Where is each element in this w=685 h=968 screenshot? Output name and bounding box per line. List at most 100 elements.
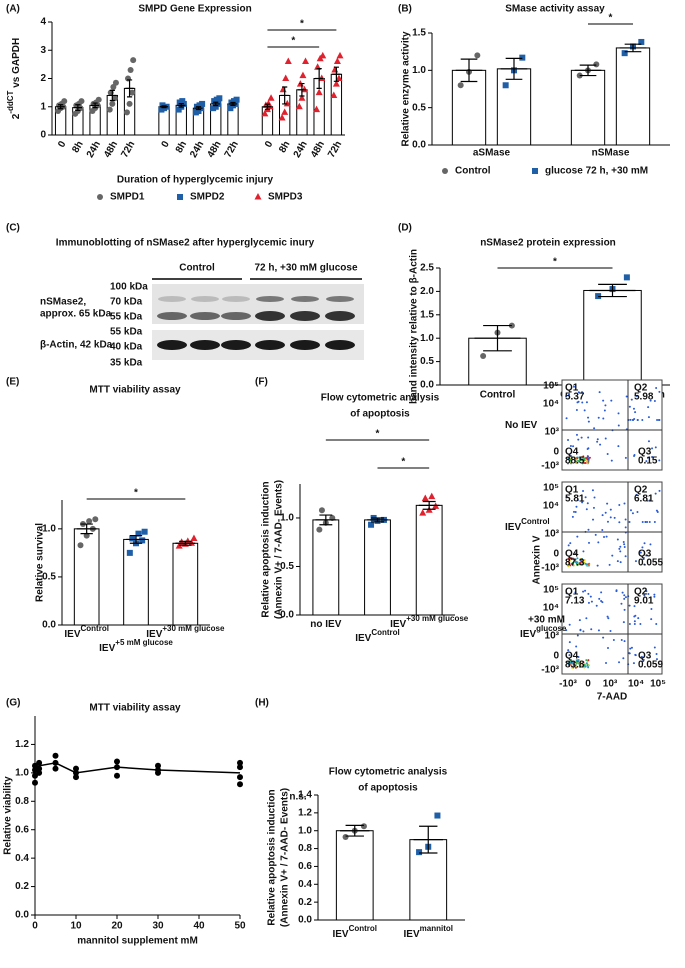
event-dot: [597, 416, 600, 419]
event-dot: [621, 591, 624, 594]
data-point: [78, 98, 85, 105]
event-dot: [634, 654, 637, 657]
x-tick-label: 48h: [102, 139, 120, 159]
event-dot: [658, 459, 661, 462]
x-axis-label: mannitol supplement mM: [77, 936, 198, 947]
data-point: [111, 95, 118, 102]
flow-y-tick-label: 10⁴: [543, 501, 559, 512]
blot-band: [255, 311, 285, 321]
event-dot: [596, 564, 599, 567]
event-dot: [593, 427, 596, 430]
y-tick-label: 0.0: [42, 620, 56, 631]
error-bar: [574, 64, 602, 77]
error-bar: [108, 89, 117, 102]
event-dot: [632, 407, 635, 410]
event-dot: [576, 557, 579, 560]
blot-band: [190, 340, 220, 350]
bar: [570, 69, 606, 146]
quadrant-label: Q3: [638, 549, 652, 560]
event-dot: [587, 528, 590, 531]
data-point: [237, 781, 243, 788]
panel-label: (E): [6, 377, 19, 388]
quadrant-label: Q3: [638, 447, 652, 458]
y-axis-label: 2-ddCT vs GAPDH: [6, 38, 22, 119]
event-dot: [654, 492, 657, 495]
event-dot: [587, 447, 590, 450]
event-dot: [580, 563, 583, 566]
data-point: [284, 57, 292, 65]
data-point: [335, 74, 343, 81]
legend-label: SMPD3: [268, 192, 303, 203]
event-dot: [574, 511, 577, 514]
event-dot: [567, 564, 570, 567]
x-tick-label: IEV+30 mM glucose: [390, 614, 469, 630]
event-dot: [639, 623, 642, 625]
event-dot: [582, 550, 585, 553]
legend-marker: [532, 168, 538, 174]
x-tick-label-base: IEV: [99, 643, 115, 654]
event-dot: [583, 458, 586, 461]
event-dot: [587, 666, 590, 669]
blot-band: [221, 312, 251, 320]
x-tick-label-base: IEV: [404, 929, 420, 940]
flow-y-tick-label: 10⁵: [543, 381, 559, 392]
x-tick-label: 24h: [188, 139, 206, 159]
y-tick-label: 1.0: [15, 767, 29, 778]
event-dot: [588, 541, 591, 544]
data-point: [106, 106, 113, 113]
event-dot: [580, 662, 583, 665]
event-dot: [635, 394, 638, 397]
event-dot: [594, 533, 597, 536]
y-tick-label: 0.5: [420, 356, 434, 367]
event-dot: [606, 453, 609, 456]
x-tick-label: 0: [263, 139, 276, 150]
flow-y-tick-label: 0: [553, 549, 559, 560]
event-dot: [610, 459, 613, 462]
bar: [172, 542, 199, 626]
event-dot: [586, 502, 589, 505]
flow-y-tick-label: 10⁵: [543, 585, 559, 596]
event-dot: [586, 455, 589, 458]
data-point: [316, 526, 323, 533]
blot-band: [256, 296, 284, 302]
flow-row-label-sup: glucose: [536, 624, 567, 633]
y-tick-label: 0: [40, 130, 46, 141]
quadrant-value: 0.055: [638, 558, 663, 569]
error-bar: [73, 104, 82, 112]
event-dot: [633, 623, 636, 625]
data-point: [360, 823, 367, 830]
data-point: [155, 767, 161, 774]
event-dot: [575, 660, 578, 663]
y-tick-label: 1.0: [280, 513, 294, 524]
x-tick-label: 72h: [326, 139, 344, 159]
event-dot: [571, 666, 574, 669]
event-dot: [582, 490, 585, 493]
event-dot: [642, 660, 645, 663]
quadrant-label: Q1: [565, 383, 579, 394]
event-dot: [606, 647, 609, 650]
flow-row-label: IEVControl: [505, 517, 550, 533]
bar: [615, 47, 651, 146]
x-tick-label: IEV+30 mM glucose: [146, 624, 225, 640]
event-dot: [619, 561, 622, 564]
x-tick-label: Control: [480, 390, 516, 401]
y-axis-label: (Annexin V+ / 7-AAD- Events): [274, 480, 285, 619]
y-tick-label: 0.0: [412, 140, 426, 151]
data-point: [126, 100, 133, 107]
error-bar: [332, 66, 341, 82]
event-dot: [577, 656, 580, 659]
error-bar: [619, 43, 647, 53]
event-dot: [567, 439, 570, 442]
event-dot: [575, 408, 578, 411]
y-tick-label: 3: [40, 45, 46, 56]
error-bar: [76, 523, 97, 535]
event-dot: [607, 617, 610, 620]
error-bar: [474, 324, 521, 352]
data-point: [283, 99, 291, 107]
line: [34, 762, 241, 774]
event-dot: [622, 657, 625, 660]
event-dot: [598, 391, 601, 394]
y-axis-label: Relative apoptosis induction: [261, 481, 272, 617]
y-axis-label: band intensity relative to β-Actin: [409, 249, 420, 404]
